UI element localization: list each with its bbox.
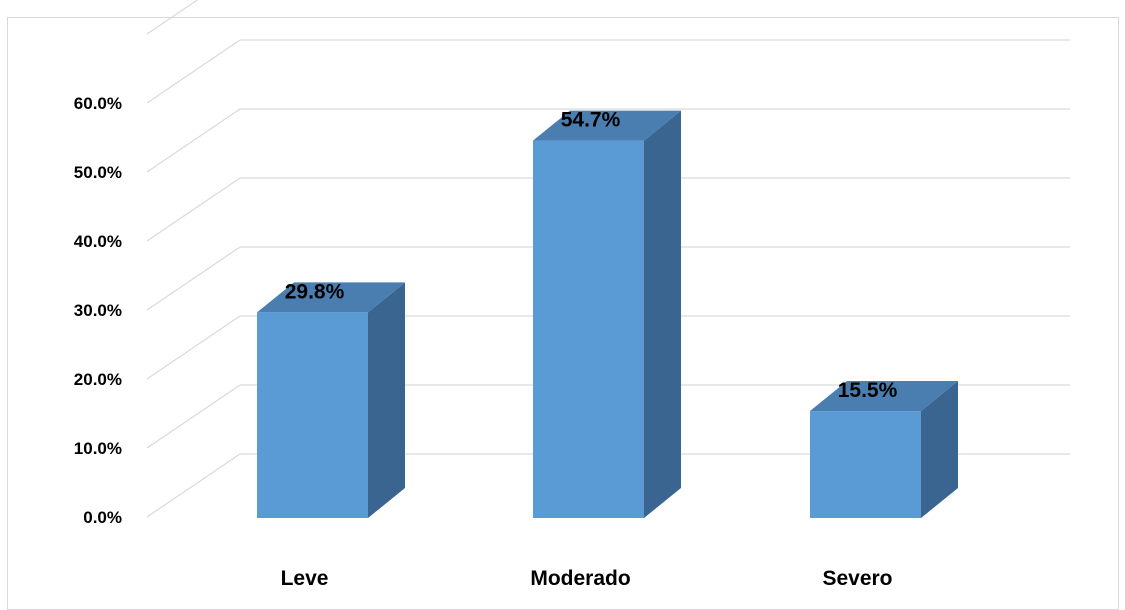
bar-side	[644, 110, 681, 518]
y-tick-label: 0.0%	[83, 508, 122, 527]
gridline-diagonal	[146, 384, 241, 449]
bar-moderado	[533, 140, 644, 518]
data-label: 29.8%	[285, 280, 345, 303]
y-tick-label: 40.0%	[74, 232, 122, 251]
bar-top	[810, 381, 958, 412]
bar-leve	[257, 312, 368, 518]
bar-top	[533, 110, 681, 141]
data-label: 15.5%	[838, 379, 898, 402]
y-tick-label: 20.0%	[74, 370, 122, 389]
gridline-diagonal	[146, 177, 241, 242]
bar-side	[921, 381, 958, 518]
bar-top	[257, 282, 405, 313]
y-tick-label: 50.0%	[74, 163, 122, 182]
gridline-diagonal	[146, 108, 241, 173]
gridline-diagonal	[146, 39, 241, 104]
category-label: Leve	[281, 567, 329, 590]
category-label: Severo	[822, 567, 892, 590]
bar-severo	[810, 411, 921, 518]
y-tick-label: 30.0%	[74, 301, 122, 320]
category-label: Moderado	[530, 567, 630, 590]
data-label: 54.7%	[561, 109, 621, 132]
gridline-diagonal	[146, 315, 241, 380]
bar-side	[368, 282, 405, 518]
y-tick-label: 10.0%	[74, 439, 122, 458]
y-tick-label: 60.0%	[74, 94, 122, 113]
gridline-diagonal	[146, 0, 199, 35]
gridline-diagonal	[146, 246, 241, 311]
gridline-diagonal	[146, 453, 241, 518]
